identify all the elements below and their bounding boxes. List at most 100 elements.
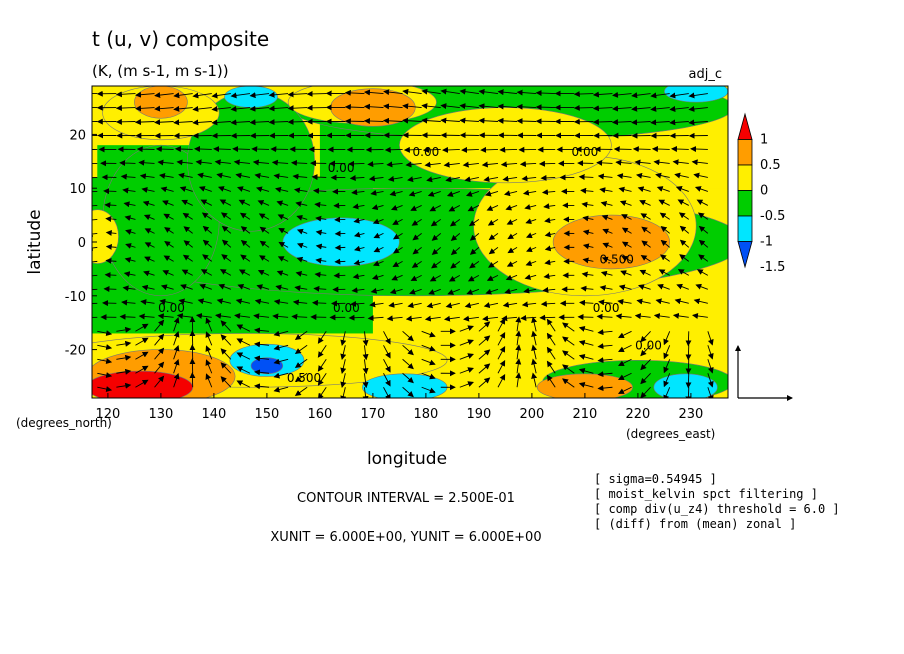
anomaly-cell-6: [92, 209, 119, 264]
wind-vector-263: [695, 283, 709, 290]
wind-vector-80: [362, 359, 369, 375]
wind-vector-139: [220, 320, 232, 332]
wind-vector-656: [631, 119, 651, 126]
contour-interval: CONTOUR INTERVAL = 2.500E-01: [297, 491, 515, 506]
wind-vector-232: [103, 286, 117, 293]
wind-vector-158: [578, 326, 594, 332]
wind-vector-671: [287, 105, 308, 112]
wind-vector-488: [580, 187, 594, 194]
wind-vector-460: [677, 199, 689, 206]
wind-vector-291: [600, 270, 613, 277]
wind-vector-525: [655, 172, 670, 179]
wind-vector-6: [205, 373, 213, 388]
wind-vector-655: [611, 119, 632, 126]
wind-vector-305: [240, 254, 251, 262]
wind-vector-75: [253, 355, 270, 362]
wind-vector-312: [372, 260, 384, 267]
wind-vector-208: [273, 299, 289, 305]
wind-vector-483: [484, 190, 499, 197]
wind-vector-245: [351, 287, 365, 294]
anomaly-cell-18: [134, 86, 188, 119]
wind-vector-182: [405, 315, 422, 322]
wind-vector-23: [531, 372, 538, 388]
wind-vector-531: [138, 159, 155, 166]
dataset-tag: adj_c: [689, 67, 722, 82]
wind-vector-270: [200, 269, 212, 276]
wind-vector-490: [618, 186, 632, 193]
wind-vector-336: [202, 239, 213, 248]
wind-vector-402: [201, 212, 213, 220]
wind-vector-370: [221, 225, 232, 234]
wind-vector-216: [426, 302, 441, 309]
wind-vector-44: [294, 372, 308, 383]
colorbar-swatch-1: [737, 139, 753, 166]
wind-vector-63: [663, 373, 671, 388]
wind-vector-432: [142, 200, 155, 207]
wind-vector-519: [540, 174, 556, 181]
y-tick-label-4: 20: [69, 128, 86, 143]
wind-vector-228: [655, 298, 670, 305]
wind-vector-591: [651, 146, 670, 153]
wind-vector-87: [497, 345, 506, 360]
wind-vector-110: [294, 344, 308, 355]
wind-vector-557: [634, 159, 651, 166]
wind-vector-286: [505, 274, 518, 281]
wind-vector-231: [92, 288, 98, 291]
wind-vector-534: [195, 159, 212, 166]
wind-vector-464: [122, 187, 136, 194]
wind-vector-102: [154, 333, 165, 346]
wind-vector-697: [154, 92, 174, 99]
wind-vector-180: [367, 315, 384, 322]
wind-vector-186: [482, 315, 499, 322]
wind-vector-210: [311, 299, 327, 306]
wind-vector-156: [546, 318, 556, 332]
x-tick-label-9: 210: [572, 407, 597, 422]
wind-vector-194: [634, 313, 651, 320]
wind-vector-581: [461, 146, 479, 153]
wind-vector-58: [562, 364, 575, 374]
contour-labels: 0.00 0.00 0.00 0.500 0.00 0.00 0.00 0.00 0.500: [158, 145, 662, 385]
wind-vector-66: [97, 358, 113, 365]
wind-vector-133: [116, 326, 132, 333]
wind-vector-125: [578, 340, 594, 346]
wind-vector-712: [440, 88, 460, 95]
wind-vector-309: [315, 257, 327, 264]
wind-vector-290: [581, 271, 594, 278]
wind-vector-344: [354, 245, 365, 252]
wind-vector-667: [211, 106, 231, 112]
x-axis-label: longitude: [367, 449, 447, 469]
wind-vector-367: [164, 227, 174, 234]
wind-vector-477: [370, 189, 384, 196]
wind-vector-509: [349, 175, 365, 182]
wind-vector-458: [639, 199, 651, 206]
wind-vector-666: [192, 105, 212, 112]
wind-vector-126: [597, 343, 613, 350]
wind-vector-234: [141, 284, 155, 291]
wind-vector-50: [421, 372, 436, 380]
wind-vector-677: [402, 103, 422, 110]
wind-vector-543: [367, 161, 384, 168]
wind-vector-272: [238, 269, 251, 276]
wind-vector-511: [387, 175, 403, 182]
wind-vector-17: [421, 386, 436, 394]
wind-vector-544: [386, 161, 403, 168]
wind-vector-29: [640, 386, 651, 398]
wind-vector-54: [497, 359, 506, 374]
wind-vector-34: [116, 368, 132, 375]
wind-vector-690: [650, 105, 670, 112]
wind-vector-474: [312, 187, 327, 194]
x-tick-label-10: 220: [625, 407, 650, 422]
wind-vector-538: [271, 159, 289, 166]
wind-vector-119: [478, 335, 491, 346]
wind-vector-135: [154, 319, 165, 332]
wind-vector-650: [516, 118, 537, 125]
wind-vector-630: [134, 119, 155, 126]
wind-vector-459: [658, 199, 670, 206]
wind-vector-279: [371, 274, 384, 280]
wind-vector-175: [272, 313, 289, 320]
wind-vector-9: [253, 383, 270, 390]
wind-vector-723: [650, 92, 670, 99]
wind-vector-202: [159, 298, 174, 305]
wind-vector-473: [293, 187, 308, 194]
